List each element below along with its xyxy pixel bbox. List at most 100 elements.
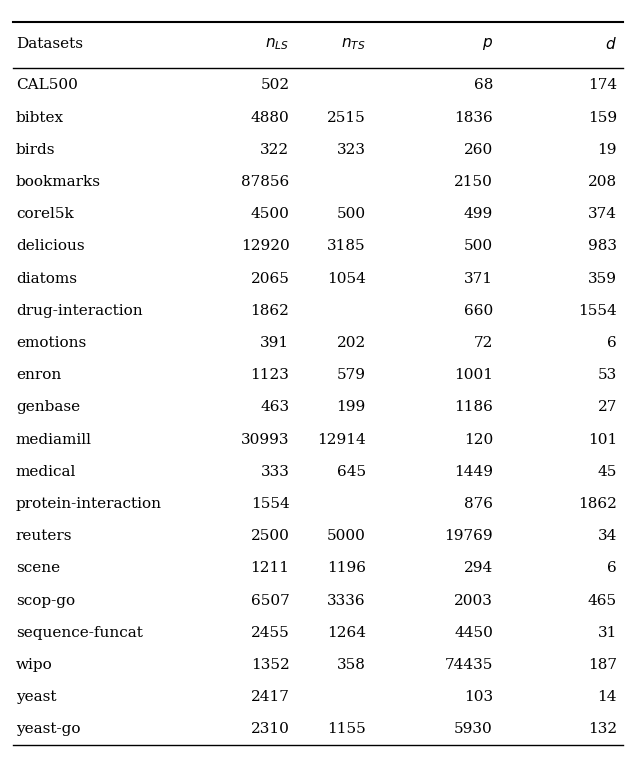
Text: 3336: 3336 (327, 594, 366, 607)
Text: 1186: 1186 (454, 400, 493, 414)
Text: diatoms: diatoms (16, 272, 77, 286)
Text: 72: 72 (474, 336, 493, 350)
Text: 4450: 4450 (454, 626, 493, 639)
Text: 31: 31 (598, 626, 617, 639)
Text: 1862: 1862 (578, 497, 617, 511)
Text: 358: 358 (337, 658, 366, 672)
Text: 45: 45 (598, 465, 617, 479)
Text: 27: 27 (598, 400, 617, 414)
Text: 19: 19 (597, 143, 617, 157)
Text: 374: 374 (588, 207, 617, 222)
Text: 1211: 1211 (251, 562, 289, 575)
Text: 391: 391 (260, 336, 289, 350)
Text: 12920: 12920 (240, 239, 289, 254)
Text: scop-go: scop-go (16, 594, 75, 607)
Text: 579: 579 (336, 368, 366, 382)
Text: 371: 371 (464, 272, 493, 286)
Text: yeast: yeast (16, 690, 57, 704)
Text: 6507: 6507 (251, 594, 289, 607)
Text: 174: 174 (588, 79, 617, 92)
Text: 6: 6 (607, 336, 617, 350)
Text: 1449: 1449 (454, 465, 493, 479)
Text: 1836: 1836 (454, 111, 493, 125)
Text: drug-interaction: drug-interaction (16, 304, 142, 318)
Text: 101: 101 (588, 432, 617, 447)
Text: 2065: 2065 (251, 272, 289, 286)
Text: 132: 132 (588, 723, 617, 736)
Text: 294: 294 (464, 562, 493, 575)
Text: 500: 500 (464, 239, 493, 254)
Text: 502: 502 (260, 79, 289, 92)
Text: 645: 645 (336, 465, 366, 479)
Text: 2003: 2003 (454, 594, 493, 607)
Text: 463: 463 (260, 400, 289, 414)
Text: 208: 208 (588, 175, 617, 189)
Text: 876: 876 (464, 497, 493, 511)
Text: 2500: 2500 (251, 529, 289, 543)
Text: sequence-funcat: sequence-funcat (16, 626, 142, 639)
Text: 12914: 12914 (317, 432, 366, 447)
Text: 74435: 74435 (445, 658, 493, 672)
Text: 2515: 2515 (327, 111, 366, 125)
Text: 34: 34 (598, 529, 617, 543)
Text: 1554: 1554 (251, 497, 289, 511)
Text: bibtex: bibtex (16, 111, 64, 125)
Text: 465: 465 (588, 594, 617, 607)
Text: 983: 983 (588, 239, 617, 254)
Text: 3185: 3185 (327, 239, 366, 254)
Text: $n_{TS}$: $n_{TS}$ (341, 36, 366, 52)
Text: 1123: 1123 (251, 368, 289, 382)
Text: 53: 53 (598, 368, 617, 382)
Text: 1001: 1001 (454, 368, 493, 382)
Text: 2455: 2455 (251, 626, 289, 639)
Text: corel5k: corel5k (16, 207, 74, 222)
Text: 333: 333 (261, 465, 289, 479)
Text: 4500: 4500 (251, 207, 289, 222)
Text: $d$: $d$ (605, 36, 617, 52)
Text: 5930: 5930 (454, 723, 493, 736)
Text: 5000: 5000 (327, 529, 366, 543)
Text: 14: 14 (597, 690, 617, 704)
Text: 19769: 19769 (445, 529, 493, 543)
Text: emotions: emotions (16, 336, 86, 350)
Text: 1264: 1264 (327, 626, 366, 639)
Text: Datasets: Datasets (16, 37, 83, 51)
Text: 322: 322 (260, 143, 289, 157)
Text: $n_{LS}$: $n_{LS}$ (265, 36, 289, 52)
Text: 359: 359 (588, 272, 617, 286)
Text: 1554: 1554 (578, 304, 617, 318)
Text: CAL500: CAL500 (16, 79, 78, 92)
Text: 159: 159 (588, 111, 617, 125)
Text: 30993: 30993 (241, 432, 289, 447)
Text: 500: 500 (336, 207, 366, 222)
Text: 120: 120 (464, 432, 493, 447)
Text: 68: 68 (474, 79, 493, 92)
Text: 1352: 1352 (251, 658, 289, 672)
Text: reuters: reuters (16, 529, 73, 543)
Text: 660: 660 (464, 304, 493, 318)
Text: 199: 199 (336, 400, 366, 414)
Text: mediamill: mediamill (16, 432, 92, 447)
Text: 103: 103 (464, 690, 493, 704)
Text: yeast-go: yeast-go (16, 723, 80, 736)
Text: bookmarks: bookmarks (16, 175, 101, 189)
Text: scene: scene (16, 562, 60, 575)
Text: 323: 323 (336, 143, 366, 157)
Text: 2310: 2310 (251, 723, 289, 736)
Text: 1196: 1196 (327, 562, 366, 575)
Text: 202: 202 (336, 336, 366, 350)
Text: birds: birds (16, 143, 55, 157)
Text: 87856: 87856 (241, 175, 289, 189)
Text: 187: 187 (588, 658, 617, 672)
Text: 1862: 1862 (251, 304, 289, 318)
Text: 260: 260 (464, 143, 493, 157)
Text: genbase: genbase (16, 400, 80, 414)
Text: wipo: wipo (16, 658, 53, 672)
Text: medical: medical (16, 465, 76, 479)
Text: 2417: 2417 (251, 690, 289, 704)
Text: $p$: $p$ (482, 36, 493, 52)
Text: 2150: 2150 (454, 175, 493, 189)
Text: protein-interaction: protein-interaction (16, 497, 162, 511)
Text: delicious: delicious (16, 239, 85, 254)
Text: 4880: 4880 (251, 111, 289, 125)
